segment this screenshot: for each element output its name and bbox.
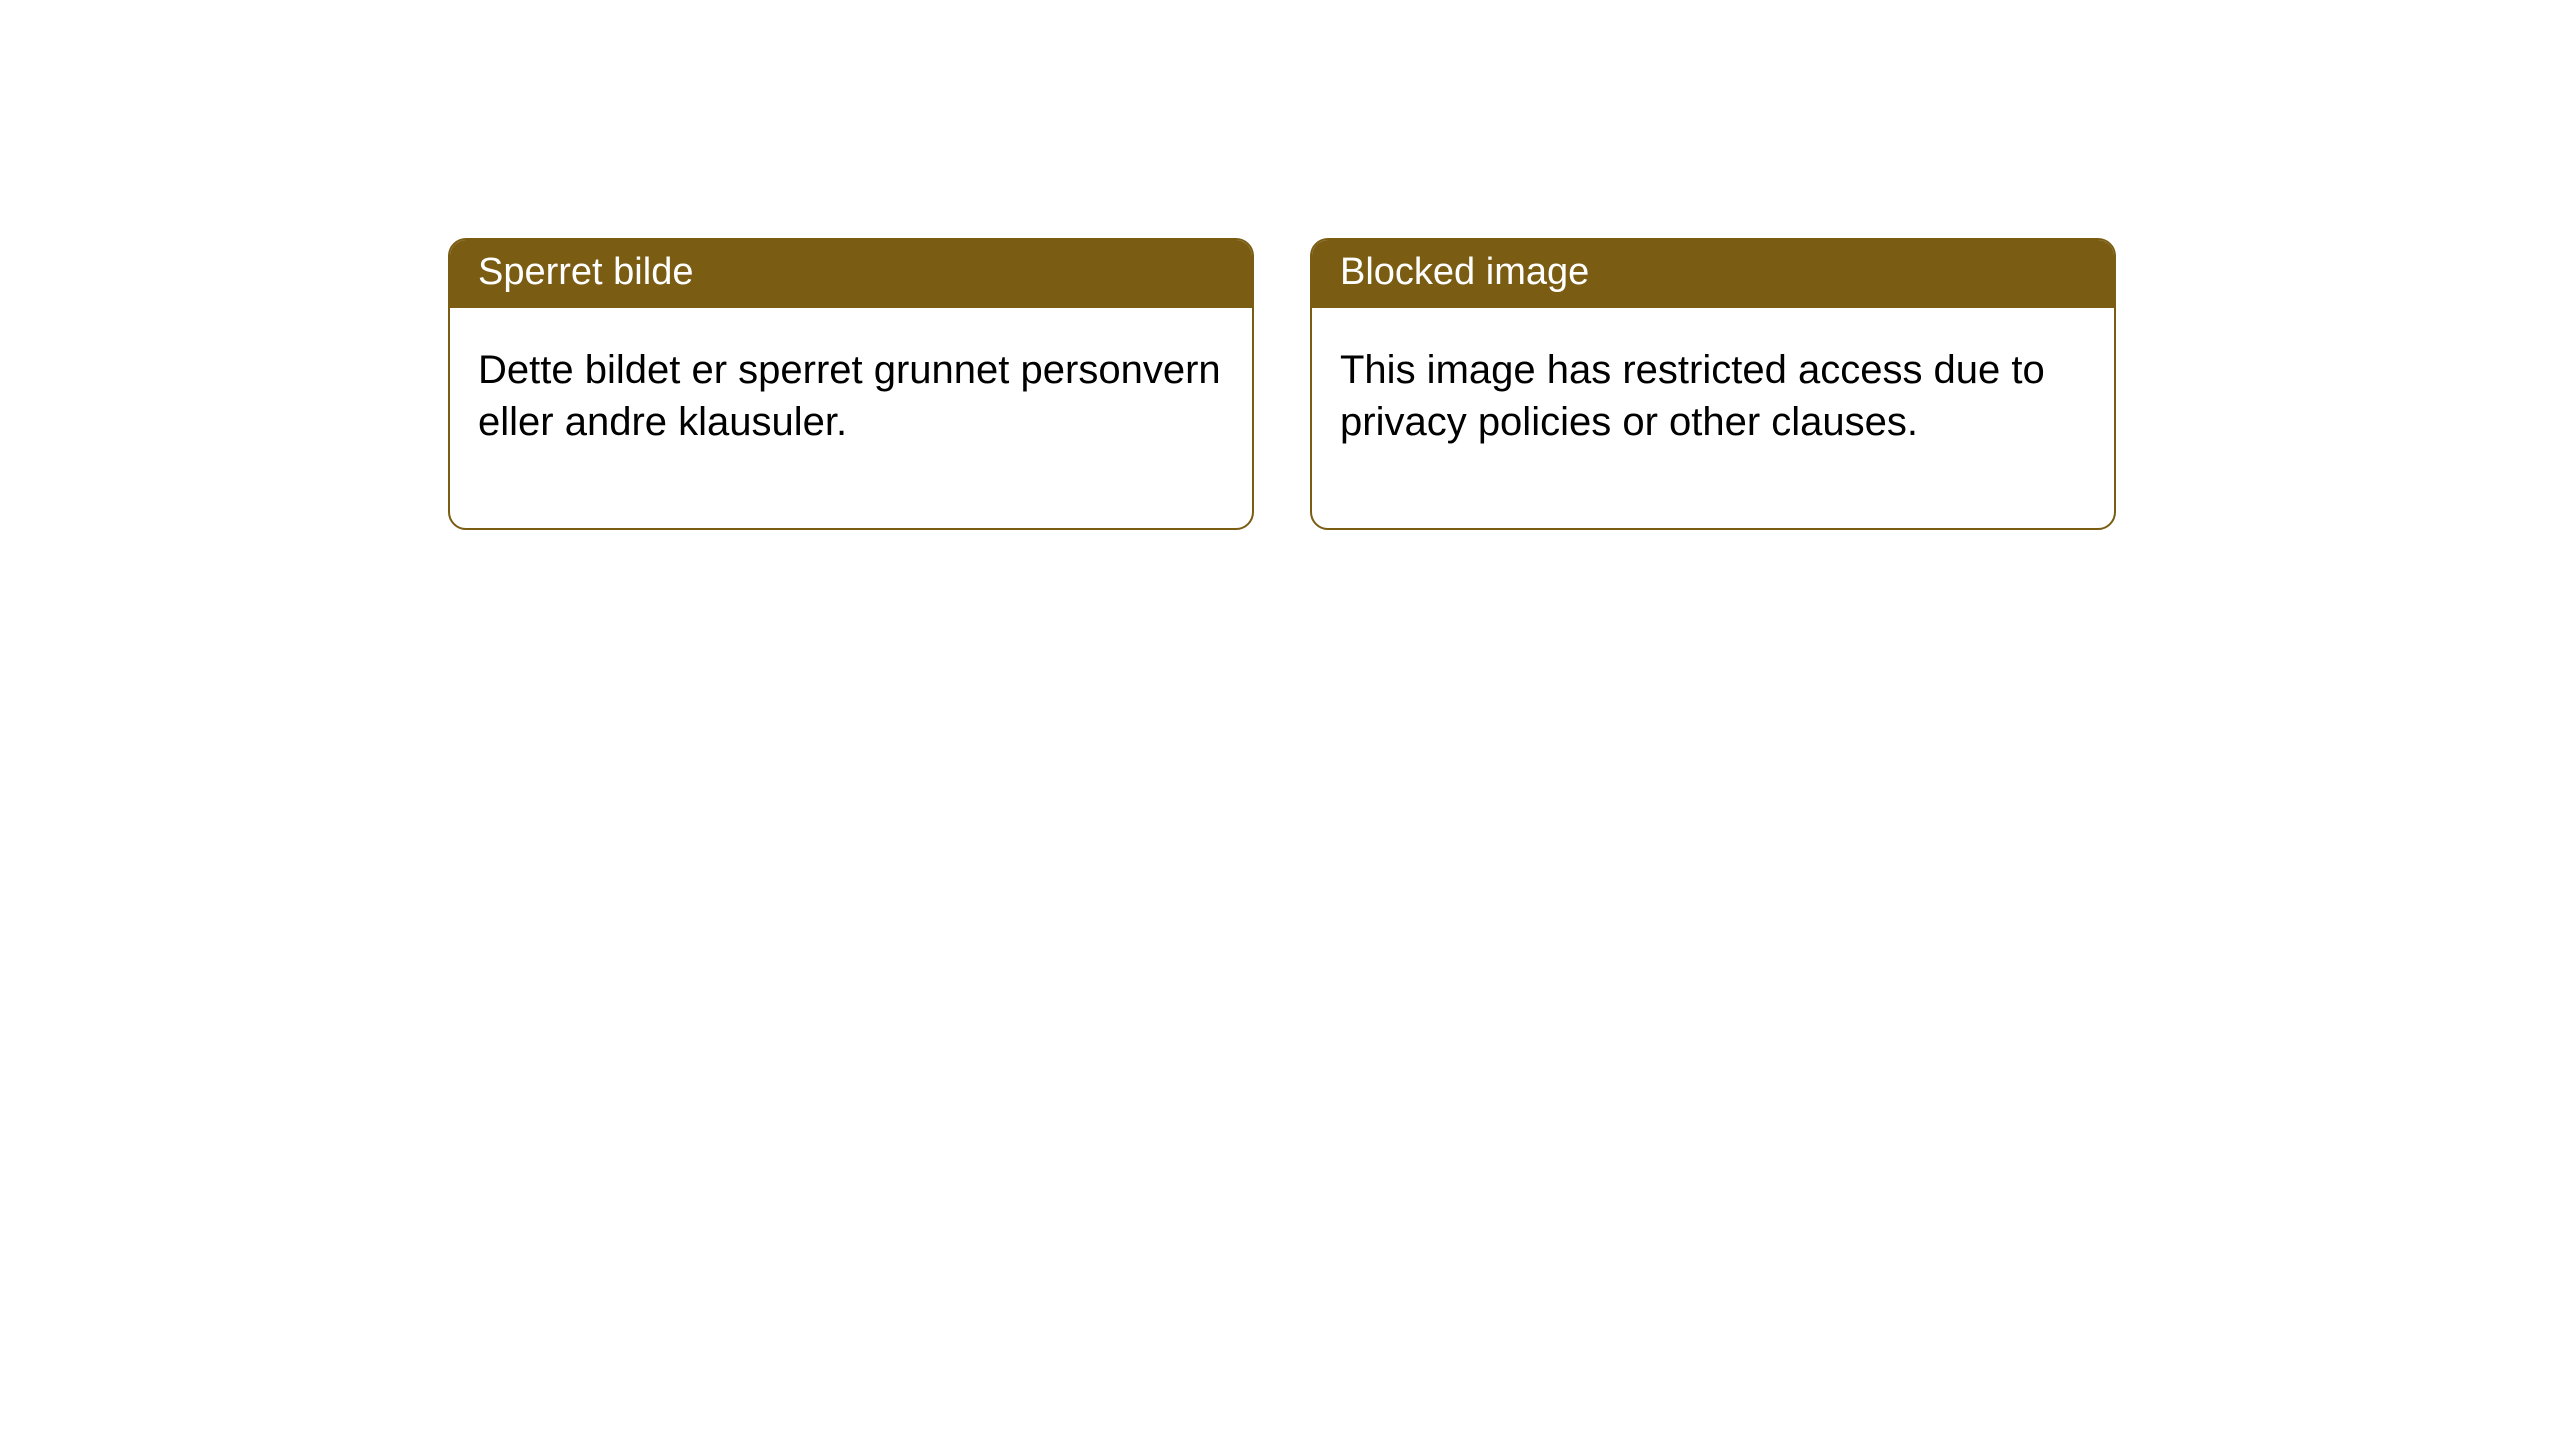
notice-card-no: Sperret bilde Dette bildet er sperret gr… <box>448 238 1254 530</box>
notice-card-en: Blocked image This image has restricted … <box>1310 238 2116 530</box>
notice-body-en: This image has restricted access due to … <box>1312 308 2114 528</box>
notice-title-no: Sperret bilde <box>450 240 1252 308</box>
notice-body-no: Dette bildet er sperret grunnet personve… <box>450 308 1252 528</box>
notice-container: Sperret bilde Dette bildet er sperret gr… <box>0 0 2560 530</box>
notice-title-en: Blocked image <box>1312 240 2114 308</box>
